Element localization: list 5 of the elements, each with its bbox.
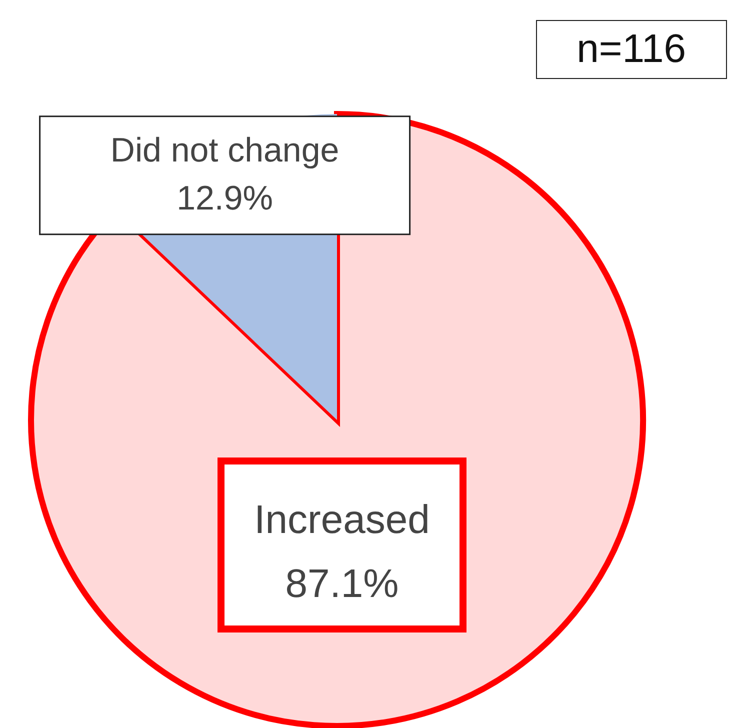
data-label: 12.9% [176, 179, 274, 218]
slice-label: Increased [254, 498, 430, 542]
slice-label: Did not change [110, 131, 340, 170]
data-label: 87.1% [285, 562, 399, 606]
text: n=116 [536, 20, 727, 79]
